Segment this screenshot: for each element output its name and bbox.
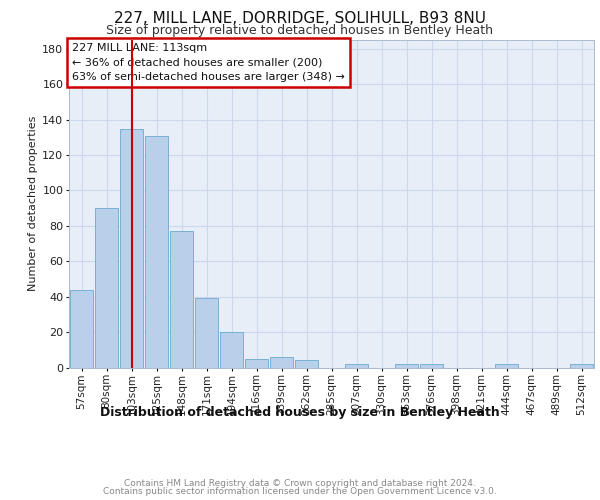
Bar <box>170 231 193 368</box>
Bar <box>495 364 518 368</box>
Y-axis label: Number of detached properties: Number of detached properties <box>28 116 38 292</box>
Bar <box>270 357 293 368</box>
Bar <box>145 136 168 368</box>
Text: Contains public sector information licensed under the Open Government Licence v3: Contains public sector information licen… <box>103 487 497 496</box>
Bar <box>570 364 593 368</box>
Bar <box>245 358 268 368</box>
Bar <box>195 298 218 368</box>
Bar <box>295 360 318 368</box>
Bar <box>220 332 243 368</box>
Bar <box>420 364 443 368</box>
Bar <box>70 290 93 368</box>
Text: 227 MILL LANE: 113sqm
← 36% of detached houses are smaller (200)
63% of semi-det: 227 MILL LANE: 113sqm ← 36% of detached … <box>71 44 344 82</box>
Bar <box>345 364 368 368</box>
Bar <box>95 208 118 368</box>
Text: Size of property relative to detached houses in Bentley Heath: Size of property relative to detached ho… <box>107 24 493 37</box>
Bar <box>120 128 143 368</box>
Text: Contains HM Land Registry data © Crown copyright and database right 2024.: Contains HM Land Registry data © Crown c… <box>124 478 476 488</box>
Text: Distribution of detached houses by size in Bentley Heath: Distribution of detached houses by size … <box>100 406 500 419</box>
Text: 227, MILL LANE, DORRIDGE, SOLIHULL, B93 8NU: 227, MILL LANE, DORRIDGE, SOLIHULL, B93 … <box>114 11 486 26</box>
Bar <box>395 364 418 368</box>
